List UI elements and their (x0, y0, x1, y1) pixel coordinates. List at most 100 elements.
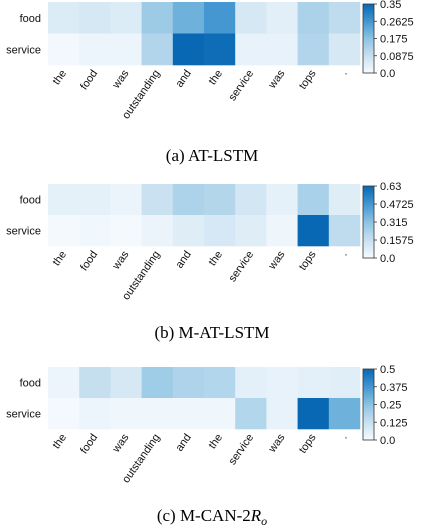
column-label: service (226, 249, 256, 284)
colorbar-tick-label: 0.63 (380, 181, 401, 193)
colorbar-tick-label: 0.125 (380, 417, 408, 429)
heatmap-cell (110, 2, 142, 34)
heatmap-cell (235, 215, 267, 247)
heatmap-cell (328, 33, 361, 66)
heatmap-cell (79, 367, 111, 399)
colorbar-tick-label: 0.0 (380, 68, 395, 80)
heatmap-cell (79, 33, 111, 66)
caption-variable: R (250, 506, 262, 525)
row-label: food (20, 195, 41, 207)
column-label: was (110, 431, 132, 455)
column-label: tops (297, 248, 319, 272)
heatmap-cell (48, 367, 80, 399)
panel-caption: (b) M-AT-LSTM (154, 323, 269, 342)
column-label: tops (297, 67, 319, 91)
heatmap-cell (204, 398, 236, 430)
heatmap-cell (204, 184, 236, 216)
heatmap-cell (48, 398, 80, 430)
column-label: and (173, 432, 193, 454)
heatmap-cell (48, 215, 80, 247)
heatmap-cell (204, 33, 236, 66)
heatmap-cell (297, 215, 330, 247)
heatmap-cell (266, 398, 298, 430)
panel-caption: (c) M-CAN-2Ro (157, 506, 267, 527)
heatmap-cell (235, 2, 267, 34)
heatmap-cell (266, 215, 298, 247)
column-label: the (50, 249, 69, 268)
heatmap-cell (204, 215, 236, 247)
heatmap-cell (297, 367, 330, 399)
column-label: and (173, 68, 193, 90)
column-label: service (226, 432, 256, 467)
heatmap-cell (235, 33, 267, 66)
heatmap-cell (297, 2, 330, 34)
colorbar-tick-label: 0.175 (380, 34, 408, 46)
colorbar-tick-label: 0.375 (380, 382, 408, 394)
colorbar-tick-label: 0.35 (380, 0, 401, 11)
heatmap-cell (297, 184, 330, 216)
heatmap-cell (204, 367, 236, 399)
colorbar-tick-label: 0.4725 (380, 199, 414, 211)
column-label: was (110, 67, 132, 91)
heatmap-cell (110, 398, 142, 430)
heatmap-cell (110, 215, 142, 247)
heatmap-cell (297, 398, 330, 430)
heatmap-cell (110, 367, 142, 399)
heatmap-cell (79, 398, 111, 430)
heatmap-cell (141, 184, 174, 216)
colorbar-tick-label: 0.5 (380, 364, 395, 376)
heatmap-cell (328, 367, 361, 399)
heatmap-cell (328, 184, 361, 216)
heatmap-cell (172, 215, 205, 247)
caption-prefix: (c) M-CAN-2 (157, 506, 251, 525)
column-label: the (206, 249, 225, 268)
heatmap-cell (235, 398, 267, 430)
heatmap-cell (79, 2, 111, 34)
colorbar-tick-label: 0.0 (380, 435, 395, 447)
colorbar-tick-label: 0.1575 (380, 235, 414, 247)
colorbar-tick-label: 0.0875 (380, 51, 414, 63)
heatmap-cell (141, 2, 174, 34)
column-label: . (338, 432, 350, 441)
column-label: the (206, 432, 225, 451)
column-label: was (266, 248, 288, 272)
colorbar-tick-label: 0.25 (380, 400, 401, 412)
column-label: food (78, 68, 100, 92)
column-label: . (338, 249, 350, 258)
heatmap-cell (266, 33, 298, 66)
column-label: and (173, 249, 193, 271)
heatmap-cell (235, 367, 267, 399)
column-label: the (50, 68, 69, 87)
colorbar (362, 3, 375, 74)
colorbar (362, 368, 375, 441)
heatmap-cell (48, 184, 80, 216)
column-label: service (226, 68, 256, 103)
heatmap-cell (204, 2, 236, 34)
column-label: was (266, 67, 288, 91)
column-label: . (338, 68, 350, 77)
column-label: tops (297, 431, 319, 455)
row-label: service (6, 409, 41, 421)
heatmap-cell (328, 398, 361, 430)
heatmap-cell (266, 184, 298, 216)
column-label: the (50, 432, 69, 451)
heatmap-cell (328, 215, 361, 247)
heatmap-cell (235, 184, 267, 216)
heatmap-cell (172, 184, 205, 216)
column-label: food (78, 249, 100, 273)
heatmap-cell (79, 184, 111, 216)
heatmap-cell (141, 33, 174, 66)
colorbar-tick-label: 0.315 (380, 217, 408, 229)
colorbar-tick-label: 0.2625 (380, 16, 414, 28)
heatmap-cell (172, 2, 205, 34)
colorbar-tick-label: 0.0 (380, 253, 395, 265)
heatmap-cell (48, 33, 80, 66)
heatmap-cell (172, 398, 205, 430)
column-label: was (110, 248, 132, 272)
heatmap-cell (110, 184, 142, 216)
row-label: service (6, 44, 41, 56)
